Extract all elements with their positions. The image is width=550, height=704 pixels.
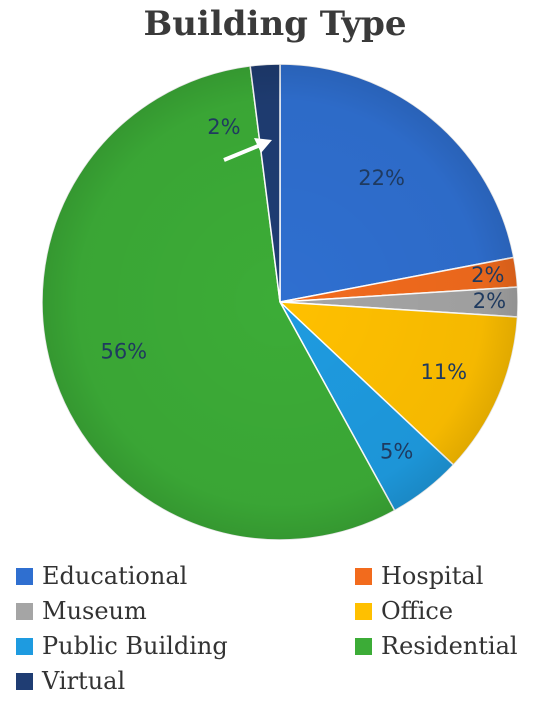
- slice-label-educational: 22%: [358, 166, 405, 190]
- slice-label-hospital: 2%: [471, 263, 504, 287]
- slice-label-public-building: 5%: [380, 439, 413, 463]
- legend-label-educational: Educational: [42, 562, 188, 590]
- legend-label-virtual: Virtual: [42, 667, 126, 695]
- legend-label-residential: Residential: [381, 632, 518, 660]
- legend-item-virtual: Virtual: [16, 667, 125, 695]
- legend-item-residential: Residential: [355, 632, 518, 660]
- legend-swatch-office: [355, 602, 372, 620]
- legend-swatch-residential: [355, 637, 372, 655]
- legend-item-museum: Museum: [16, 597, 147, 625]
- legend-swatch-public-building: [16, 637, 33, 655]
- annotation-arrow: [223, 138, 272, 162]
- slice-label-virtual: 2%: [207, 115, 240, 139]
- legend-item-hospital: Hospital: [355, 562, 483, 590]
- legend-item-office: Office: [355, 597, 453, 625]
- pie-chart: 22%2%2%11%5%56%2%: [41, 63, 519, 541]
- legend-label-office: Office: [381, 597, 454, 625]
- legend: Educational Hospital Museum Office Public Bu…: [0, 560, 550, 704]
- legend-label-museum: Museum: [42, 597, 147, 625]
- slice-label-office: 11%: [420, 360, 467, 384]
- legend-swatch-museum: [16, 602, 33, 620]
- legend-label-public-building: Public Building: [42, 632, 228, 660]
- legend-swatch-educational: [16, 567, 33, 585]
- legend-label-hospital: Hospital: [381, 562, 484, 590]
- legend-swatch-virtual: [16, 672, 33, 690]
- slice-label-museum: 2%: [473, 289, 506, 313]
- legend-item-educational: Educational: [16, 562, 187, 590]
- legend-swatch-hospital: [355, 567, 372, 585]
- slice-label-residential: 56%: [100, 340, 147, 364]
- legend-item-public-building: Public Building: [16, 632, 228, 660]
- chart-title: Building Type: [143, 4, 407, 44]
